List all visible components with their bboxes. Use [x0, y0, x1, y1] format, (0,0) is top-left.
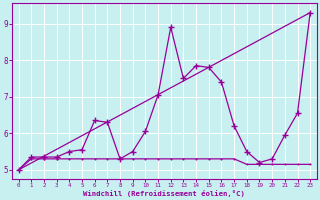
X-axis label: Windchill (Refroidissement éolien,°C): Windchill (Refroidissement éolien,°C) [84, 190, 245, 197]
